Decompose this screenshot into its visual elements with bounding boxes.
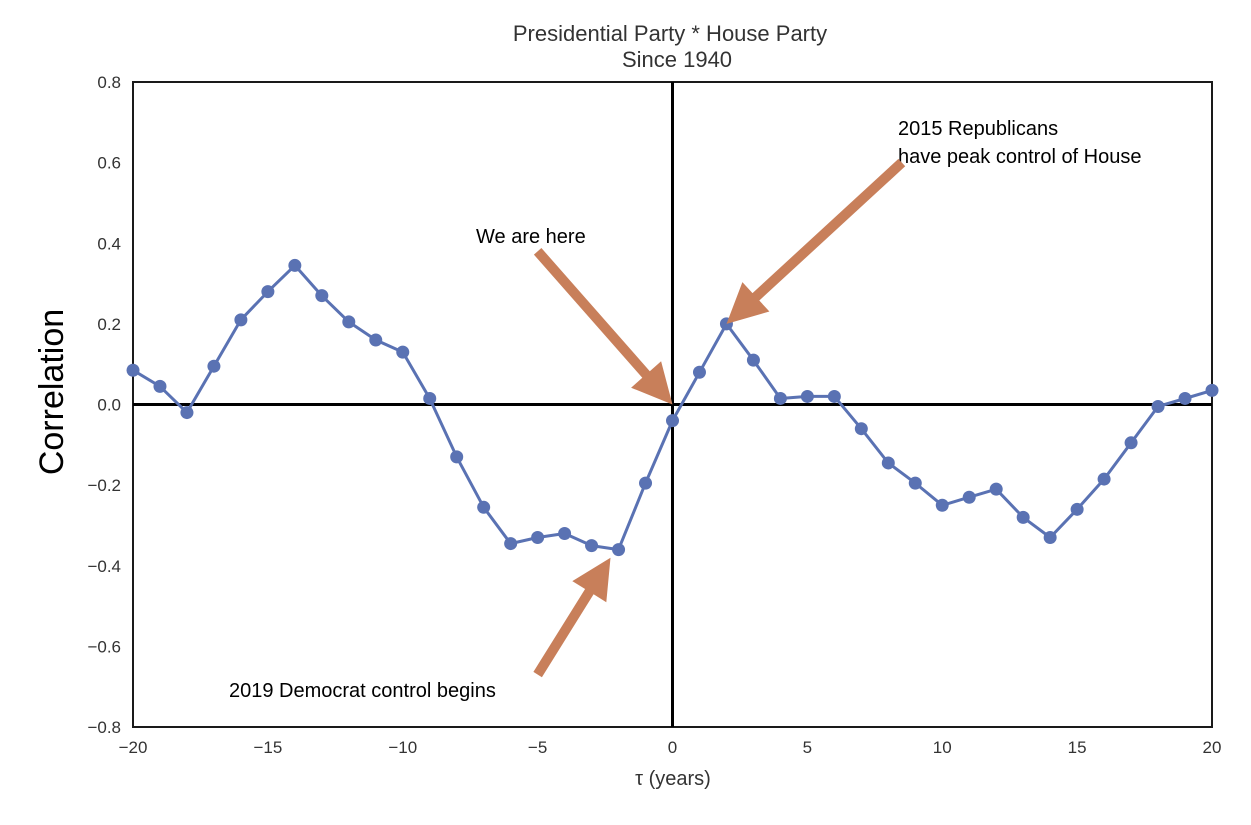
- data-point: [908, 476, 922, 490]
- chart-title-group: Presidential Party * House Party Since 1…: [513, 21, 827, 72]
- data-point: [935, 498, 949, 512]
- data-point: [827, 389, 841, 403]
- data-point: [881, 456, 895, 470]
- x-tick-label: 5: [803, 738, 812, 757]
- series-layer: [126, 258, 1219, 557]
- y-tick-label: 0.6: [97, 154, 121, 173]
- data-point: [531, 531, 545, 545]
- data-point: [423, 391, 437, 405]
- annotation-arrow: [533, 248, 673, 405]
- x-tick-label: 15: [1068, 738, 1087, 757]
- x-tick-label: −20: [119, 738, 148, 757]
- x-axis-ticks: −20 −15 −10 −5 0 5 10 15 20: [119, 738, 1222, 757]
- data-point: [1043, 531, 1057, 545]
- annotation-2015-republicans-line1: 2015 Republicans: [898, 118, 1058, 140]
- data-point: [234, 313, 248, 327]
- x-axis-label: τ (years): [635, 768, 711, 790]
- y-tick-label: 0.4: [97, 234, 121, 253]
- x-tick-label: 20: [1203, 738, 1222, 757]
- data-point: [1097, 472, 1111, 486]
- data-point: [1124, 436, 1138, 450]
- x-tick-label: 0: [668, 738, 677, 757]
- data-point: [396, 345, 410, 359]
- data-point: [989, 482, 1003, 496]
- data-point: [1178, 391, 1192, 405]
- data-point: [692, 365, 706, 379]
- data-point: [558, 527, 572, 540]
- annotation-arrow: [726, 158, 906, 324]
- y-tick-label: −0.4: [87, 557, 121, 576]
- data-point: [746, 353, 760, 367]
- y-tick-label: 0.0: [97, 396, 121, 415]
- annotation-layer: We are here 2015 Republicans have peak c…: [229, 118, 1142, 702]
- data-point: [477, 500, 491, 514]
- y-axis-ticks: 0.8 0.6 0.4 0.2 0.0 −0.2 −0.4 −0.6 −0.8: [87, 73, 121, 737]
- y-tick-label: 0.8: [97, 73, 121, 92]
- data-point: [126, 363, 140, 377]
- data-point: [369, 333, 383, 347]
- data-point: [288, 258, 302, 272]
- y-tick-label: −0.2: [87, 476, 121, 495]
- data-point: [666, 414, 679, 428]
- y-tick-label: −0.6: [87, 637, 121, 656]
- data-point: [261, 285, 275, 299]
- data-point: [315, 289, 329, 303]
- data-point: [180, 406, 194, 420]
- data-point: [1016, 510, 1030, 524]
- data-point: [342, 315, 356, 329]
- x-tick-label: −10: [388, 738, 417, 757]
- annotation-2015-republicans-line2: have peak control of House: [898, 146, 1142, 168]
- y-tick-label: −0.8: [87, 718, 121, 737]
- data-point: [612, 543, 626, 557]
- data-point: [207, 359, 221, 373]
- annotation-we-are-here: We are here: [476, 226, 586, 248]
- data-point: [800, 389, 814, 403]
- y-tick-label: 0.2: [97, 315, 121, 334]
- data-point: [854, 422, 868, 436]
- chart-subtitle: Since 1940: [622, 47, 732, 72]
- data-point: [1070, 502, 1084, 516]
- data-point: [962, 490, 976, 504]
- chart-title: Presidential Party * House Party: [513, 21, 827, 46]
- x-tick-label: −5: [528, 738, 547, 757]
- data-point: [1151, 400, 1165, 414]
- x-tick-label: 10: [933, 738, 952, 757]
- data-point: [639, 476, 653, 490]
- x-tick-label: −15: [253, 738, 282, 757]
- y-axis-label: Correlation: [33, 309, 71, 475]
- data-point: [450, 450, 464, 464]
- annotation-2019-democrat-control: 2019 Democrat control begins: [229, 680, 496, 702]
- data-point: [1205, 383, 1219, 397]
- data-point: [773, 391, 787, 405]
- annotation-arrow: [533, 557, 611, 678]
- data-point: [504, 537, 518, 551]
- data-point: [585, 539, 599, 553]
- data-point: [153, 379, 167, 393]
